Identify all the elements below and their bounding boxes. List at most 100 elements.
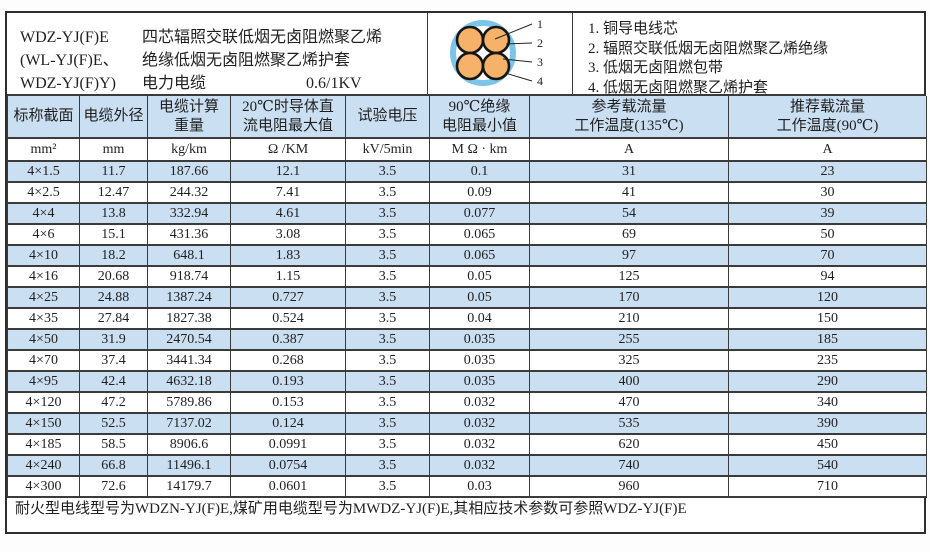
table-row: 4×16 20.68 918.74 1.15 3.5 0.05 125 94 bbox=[7, 265, 927, 288]
table-cell: 37.4 bbox=[79, 349, 148, 372]
column-header: 参考载流量 工作温度(135℃) bbox=[529, 96, 729, 139]
table-cell: 42.4 bbox=[79, 370, 148, 393]
description-line: 四芯辐照交联低烟无卤阻燃聚乙烯 bbox=[142, 29, 383, 46]
table-cell: 0.153 bbox=[230, 391, 346, 414]
table-cell: 54 bbox=[529, 202, 729, 225]
table-cell: 3.5 bbox=[345, 181, 430, 204]
unit-cell: A bbox=[529, 137, 729, 162]
table-row: 4×150 52.5 7137.02 0.124 3.5 0.032 535 390 bbox=[7, 412, 927, 435]
table-row: 4×50 31.9 2470.54 0.387 3.5 0.035 255 185 bbox=[7, 328, 927, 351]
unit-cell: M Ω · km bbox=[429, 137, 530, 162]
table-cell: 3.5 bbox=[345, 328, 430, 351]
table-cell: 4×6 bbox=[7, 223, 80, 246]
table-cell: 72.6 bbox=[79, 475, 148, 498]
table-row: 4×4 13.8 332.94 4.61 3.5 0.077 54 39 bbox=[7, 202, 927, 225]
table-cell: 0.727 bbox=[230, 286, 346, 309]
table-cell: 4×4 bbox=[7, 202, 80, 225]
table-cell: 27.84 bbox=[79, 307, 148, 330]
table-cell: 3.5 bbox=[345, 391, 430, 414]
table-row: 4×10 18.2 648.1 1.83 3.5 0.065 97 70 bbox=[7, 244, 927, 267]
column-header: 标称截面 bbox=[7, 96, 80, 139]
table-cell: 23 bbox=[728, 160, 927, 183]
table-cell: 4×240 bbox=[7, 454, 80, 477]
table-cell: 31.9 bbox=[79, 328, 148, 351]
legend-item: 1. 铜导电线芯 bbox=[588, 21, 679, 37]
table-cell: 3.5 bbox=[345, 454, 430, 477]
column-header: 推荐载流量 工作温度(90℃) bbox=[728, 96, 927, 139]
table-cell: 8906.6 bbox=[147, 433, 231, 456]
table-cell: 3.5 bbox=[345, 349, 430, 372]
table-cell: 30 bbox=[728, 181, 927, 204]
table-cell: 400 bbox=[529, 370, 729, 393]
legend-item: 2. 辐照交联低烟无卤阻燃聚乙烯绝缘 bbox=[588, 40, 829, 57]
table-cell: 431.36 bbox=[147, 223, 231, 246]
table-row: 4×6 15.1 431.36 3.08 3.5 0.065 69 50 bbox=[7, 223, 927, 246]
table-cell: 1827.38 bbox=[147, 307, 231, 330]
table-cell: 1.83 bbox=[230, 244, 346, 267]
description-line: 电力电缆 0.6/1KV bbox=[142, 72, 427, 95]
callout-line bbox=[504, 72, 533, 82]
table-cell: 70 bbox=[728, 244, 927, 267]
column-header: 电缆计算 重量 bbox=[147, 96, 231, 139]
table-cell: 20.68 bbox=[79, 265, 148, 288]
table-cell: 290 bbox=[728, 370, 927, 393]
table-cell: 0.065 bbox=[429, 223, 530, 246]
table-cell: 94 bbox=[728, 265, 927, 288]
table-cell: 0.032 bbox=[429, 412, 530, 435]
model-list: WDZ-YJ(F)E (WL-YJ(F)E、 WDZ-YJ(F)Y) bbox=[20, 26, 142, 94]
table-cell: 325 bbox=[529, 349, 729, 372]
table-row: 4×25 24.88 1387.24 0.727 3.5 0.05 170 120 bbox=[7, 286, 927, 309]
table-row: 4×120 47.2 5789.86 0.153 3.5 0.032 470 340 bbox=[7, 391, 927, 414]
table-cell: 31 bbox=[529, 160, 729, 183]
table-cell: 0.077 bbox=[429, 202, 530, 225]
legend-item: 4. 低烟无卤阻燃聚乙烯护套 bbox=[588, 79, 769, 96]
table-cell: 0.032 bbox=[429, 454, 530, 477]
table-row: 4×300 72.6 14179.7 0.0601 3.5 0.03 960 710 bbox=[7, 475, 927, 498]
table-row: 4×95 42.4 4632.18 0.193 3.5 0.035 400 290 bbox=[7, 370, 927, 393]
table-cell: 3.5 bbox=[345, 370, 430, 393]
top-info-band: WDZ-YJ(F)E (WL-YJ(F)E、 WDZ-YJ(F)Y) 四芯辐照交联低… bbox=[7, 13, 924, 96]
table-cell: 0.032 bbox=[429, 391, 530, 414]
conductor-circle bbox=[481, 51, 511, 81]
table-cell: 7.41 bbox=[230, 181, 346, 204]
table-cell: 3441.34 bbox=[147, 349, 231, 372]
table-cell: 740 bbox=[529, 454, 729, 477]
table-row: 4×240 66.8 11496.1 0.0754 3.5 0.032 740 540 bbox=[7, 454, 927, 477]
column-header: 试验电压 bbox=[345, 96, 430, 139]
table-cell: 11.7 bbox=[79, 160, 148, 183]
table-cell: 52.5 bbox=[79, 412, 148, 435]
table-cell: 0.0601 bbox=[230, 475, 346, 498]
cable-cross-section-diagram: 1 2 3 4 bbox=[450, 17, 543, 88]
unit-cell: mm² bbox=[7, 137, 80, 162]
table-cell: 470 bbox=[529, 391, 729, 414]
table-cell: 4632.18 bbox=[147, 370, 231, 393]
table-cell: 4×1.5 bbox=[7, 160, 80, 183]
table-cell: 150 bbox=[728, 307, 927, 330]
table-cell: 210 bbox=[529, 307, 729, 330]
unit-cell: mm bbox=[79, 137, 148, 162]
table-cell: 3.5 bbox=[345, 265, 430, 288]
table-cell: 535 bbox=[529, 412, 729, 435]
callout-number: 2 bbox=[537, 36, 543, 50]
table-cell: 47.2 bbox=[79, 391, 148, 414]
table-cell: 4×50 bbox=[7, 328, 80, 351]
table-cell: 0.065 bbox=[429, 244, 530, 267]
table-cell: 4×185 bbox=[7, 433, 80, 456]
table-cell: 0.05 bbox=[429, 265, 530, 288]
table-cell: 3.5 bbox=[345, 475, 430, 498]
table-cell: 97 bbox=[529, 244, 729, 267]
table-body: 4×1.5 11.7 187.66 12.1 3.5 0.1 31 23 4×2.5 12.47 2… bbox=[7, 160, 927, 498]
table-cell: 18.2 bbox=[79, 244, 148, 267]
column-header: 90℃绝缘 电阻最小值 bbox=[429, 96, 530, 139]
callout-number: 1 bbox=[537, 17, 543, 31]
table-cell: 0.035 bbox=[429, 349, 530, 372]
table-cell: 918.74 bbox=[147, 265, 231, 288]
table-cell: 14179.7 bbox=[147, 475, 231, 498]
table-cell: 0.0991 bbox=[230, 433, 346, 456]
column-header: 电缆外径 bbox=[79, 96, 148, 139]
unit-cell: Ω /KM bbox=[230, 137, 346, 162]
callout-line bbox=[505, 42, 533, 45]
units-row: mm² mm kg/km Ω /KM kV/5min M Ω · km A A bbox=[7, 137, 927, 162]
table-cell: 4×150 bbox=[7, 412, 80, 435]
table-cell: 1.15 bbox=[230, 265, 346, 288]
